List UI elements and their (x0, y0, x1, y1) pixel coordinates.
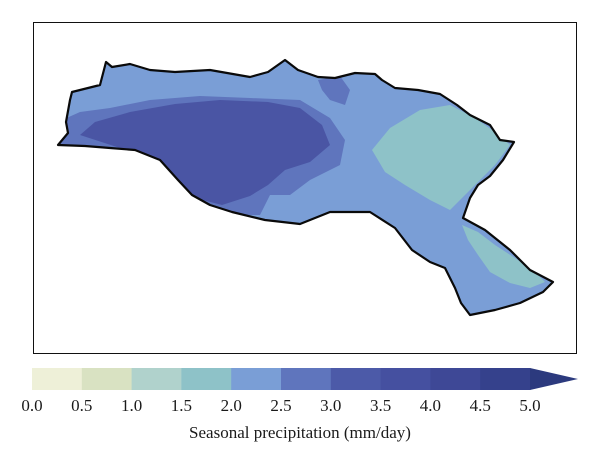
colorbar-tick-label: 4.5 (469, 396, 491, 415)
colorbar-tick-label: 0.0 (21, 396, 43, 415)
colorbar-segment (380, 368, 431, 390)
colorbar-tick-label: 2.0 (220, 396, 242, 415)
colorbar-segment (81, 368, 133, 390)
colorbar-label: Seasonal precipitation (mm/day) (189, 423, 411, 442)
colorbar-tick-label: 4.0 (419, 396, 442, 415)
region-dark-fill (80, 100, 330, 205)
colorbar-segment (131, 368, 182, 390)
region-dark-fill-east (318, 76, 350, 105)
colorbar-extend-arrow (530, 368, 578, 390)
colorbar-tick-label: 5.0 (519, 396, 541, 415)
colorbar-segment (231, 368, 282, 390)
colorbar-tick-label: 1.5 (170, 396, 193, 415)
region-teal-fill-south (462, 225, 545, 288)
colorbar-tick-label: 1.0 (120, 396, 143, 415)
region-teal-fill (372, 105, 510, 210)
colorbar-segment (32, 368, 83, 390)
colorbar-segment (181, 368, 232, 390)
colorbar-segment (480, 368, 531, 390)
colorbar-segment (281, 368, 332, 390)
colorbar-segment (430, 368, 481, 390)
colorbar-segment (330, 368, 382, 390)
colorbar-tick-label: 2.5 (270, 396, 292, 415)
colorbar-tick-label: 3.5 (369, 396, 392, 415)
colorbar-tick-label: 3.0 (320, 396, 342, 415)
colorbar-tick-label: 0.5 (71, 396, 93, 415)
